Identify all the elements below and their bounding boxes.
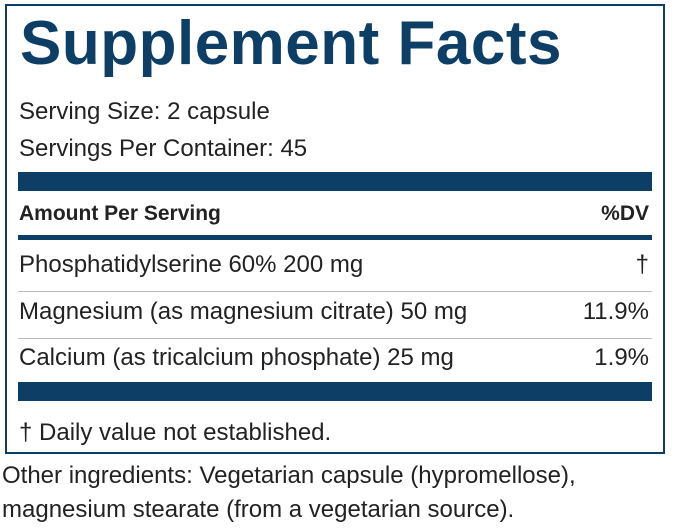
thick-divider bbox=[18, 382, 652, 401]
nutrient-dv: 11.9% bbox=[582, 298, 649, 325]
supplement-facts-panel: Supplement Facts Serving Size: 2 capsule… bbox=[5, 4, 665, 454]
amount-header: Amount Per Serving bbox=[19, 202, 221, 225]
row-separator bbox=[18, 338, 652, 339]
thick-divider bbox=[18, 172, 652, 191]
nutrient-name: Calcium (as tricalcium phosphate) 25 mg bbox=[19, 344, 454, 371]
nutrient-dv: † bbox=[635, 251, 649, 278]
nutrient-name: Magnesium (as magnesium citrate) 50 mg bbox=[19, 298, 468, 325]
servings-per-container: Servings Per Container: 45 bbox=[19, 135, 308, 162]
serving-size: Serving Size: 2 capsule bbox=[19, 98, 270, 125]
footnote: † Daily value not established. bbox=[19, 419, 332, 446]
divider bbox=[18, 235, 652, 240]
nutrient-dv: 1.9% bbox=[594, 344, 649, 371]
dv-header: %DV bbox=[601, 202, 649, 225]
other-ingredients: magnesium stearate (from a vegetarian so… bbox=[2, 496, 515, 523]
title: Supplement Facts bbox=[20, 9, 562, 78]
row-separator bbox=[18, 291, 652, 292]
nutrient-name: Phosphatidylserine 60% 200 mg bbox=[19, 251, 364, 278]
other-ingredients: Other ingredients: Vegetarian capsule (h… bbox=[2, 462, 576, 489]
